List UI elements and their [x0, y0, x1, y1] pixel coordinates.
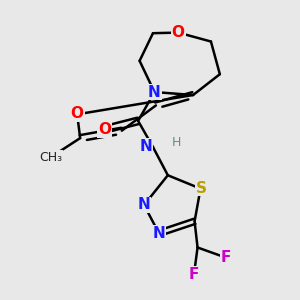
- Text: O: O: [98, 122, 111, 137]
- Text: F: F: [220, 250, 231, 265]
- Text: N: N: [139, 139, 152, 154]
- Text: N: N: [138, 197, 150, 212]
- Text: N: N: [148, 85, 161, 100]
- Text: F: F: [189, 267, 199, 282]
- Text: CH₃: CH₃: [39, 151, 62, 164]
- Text: N: N: [152, 226, 165, 241]
- Text: O: O: [71, 106, 84, 121]
- Text: H: H: [171, 136, 181, 149]
- Text: S: S: [196, 181, 207, 196]
- Text: O: O: [172, 25, 185, 40]
